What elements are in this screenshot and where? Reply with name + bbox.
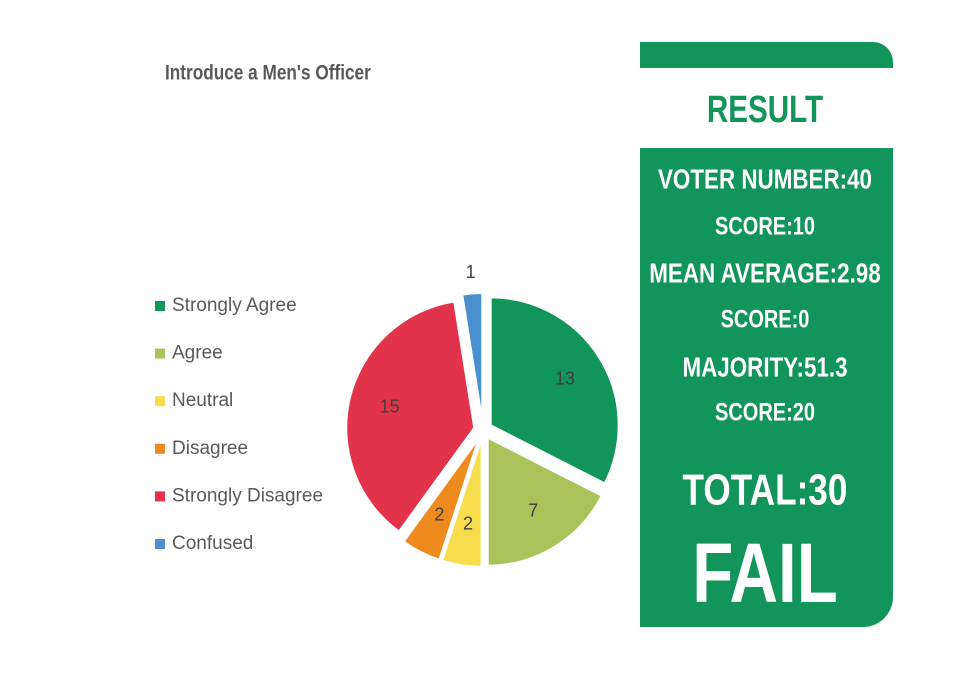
result-verdict: FAIL	[692, 527, 838, 621]
pie-chart: 13 7 22 15 1 Strongly Agree Agree Neutral Disagr…	[155, 262, 620, 568]
data-label: 7	[528, 501, 538, 521]
pie-slice	[345, 300, 476, 533]
pie-slice	[461, 292, 484, 422]
result-line: MAJORITY:51.3	[682, 352, 847, 383]
panel-header-bar	[640, 42, 893, 68]
result-line: SCORE:0	[721, 306, 810, 334]
legend-swatch	[155, 301, 165, 311]
pie-slice	[440, 438, 483, 568]
chart-title: Introduce a Men's Officer	[165, 62, 371, 85]
result-title: RESULT	[707, 89, 823, 131]
legend-label: Strongly Agree	[172, 295, 297, 316]
legend-swatch	[155, 539, 165, 549]
data-label: 2	[434, 504, 444, 524]
data-label: 2	[463, 514, 473, 534]
data-label: 1	[466, 262, 476, 282]
legend-swatch	[155, 443, 165, 454]
pie-slice	[486, 436, 604, 567]
panel-body	[640, 148, 893, 627]
legend-label: Confused	[172, 533, 253, 554]
legend-swatch	[155, 491, 165, 502]
result-panel: RESULT VOTER NUMBER:40 SCORE:10 MEAN AVE…	[640, 42, 893, 627]
legend-swatch	[155, 348, 165, 359]
legend-label: Neutral	[172, 390, 233, 411]
data-label: 15	[380, 396, 400, 416]
legend-label: Disagree	[172, 438, 248, 459]
pie-slice	[402, 437, 480, 562]
result-total: TOTAL:30	[683, 466, 848, 515]
result-line: MEAN AVERAGE:2.98	[649, 258, 880, 289]
pie-slice	[489, 296, 620, 485]
result-line: SCORE:20	[715, 399, 815, 427]
data-label: 13	[555, 369, 575, 389]
result-line: SCORE:10	[715, 213, 815, 241]
legend-swatch	[155, 396, 165, 407]
legend-label: Strongly Disagree	[172, 485, 323, 506]
legend-label: Agree	[172, 343, 223, 364]
result-line: VOTER NUMBER:40	[658, 164, 872, 195]
